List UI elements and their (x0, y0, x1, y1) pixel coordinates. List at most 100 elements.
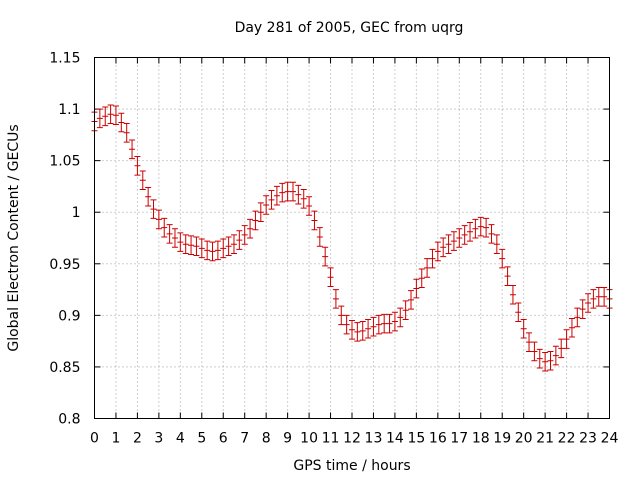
data-point (574, 307, 581, 328)
x-tick-label: 17 (450, 431, 468, 447)
x-tick-label: 12 (343, 431, 361, 447)
data-point (445, 234, 452, 254)
x-tick-label: 15 (407, 431, 425, 447)
data-point (171, 228, 178, 248)
data-point (161, 217, 168, 238)
x-tick-label: 20 (515, 431, 533, 447)
data-point (268, 190, 275, 210)
data-point (134, 156, 141, 176)
data-point (488, 224, 495, 244)
data-point (477, 216, 484, 237)
data-point (300, 189, 307, 209)
data-point (413, 278, 420, 299)
x-tick-label: 0 (90, 431, 99, 447)
data-point (515, 302, 522, 323)
data-point (247, 218, 254, 239)
data-point (504, 266, 511, 286)
data-point (96, 108, 103, 129)
data-point (499, 248, 506, 269)
data-point (585, 293, 592, 313)
y-tick-label: 1.05 (49, 154, 80, 170)
data-point (429, 248, 436, 269)
x-tick-label: 9 (283, 431, 292, 447)
data-point (391, 311, 398, 332)
data-point (107, 104, 114, 125)
grid-lines (94, 57, 610, 419)
data-point (483, 217, 490, 238)
chart-title: Day 281 of 2005, GEC from uqrg (235, 20, 464, 36)
data-point (311, 210, 318, 231)
data-point (601, 287, 608, 307)
data-point (579, 299, 586, 319)
data-point (375, 314, 382, 335)
x-tick-label: 1 (111, 431, 120, 447)
data-point (129, 139, 136, 160)
x-tick-label: 18 (472, 431, 490, 447)
x-tick-label: 21 (536, 431, 554, 447)
data-point (381, 313, 388, 334)
data-points (91, 104, 613, 372)
x-tick-label: 19 (493, 431, 511, 447)
x-tick-label: 2 (133, 431, 142, 447)
x-tick-label: 5 (197, 431, 206, 447)
data-point (509, 284, 516, 305)
data-point (145, 186, 152, 207)
data-point (225, 236, 232, 257)
data-point (332, 289, 339, 309)
x-tick-label: 7 (240, 431, 249, 447)
data-point (434, 241, 441, 262)
data-point (359, 321, 366, 341)
data-point (289, 181, 296, 202)
data-point (595, 287, 602, 307)
data-point (118, 112, 125, 133)
data-point (166, 224, 173, 244)
data-point (279, 182, 286, 203)
data-point (450, 231, 457, 251)
x-tick-label: 22 (558, 431, 576, 447)
data-point (198, 238, 205, 259)
data-point (568, 317, 575, 338)
data-point (424, 258, 431, 278)
data-point (552, 345, 559, 366)
data-point (241, 225, 248, 245)
y-tick-label: 0.95 (49, 257, 80, 273)
y-tick-label: 1.15 (49, 51, 80, 67)
data-point (139, 170, 146, 191)
y-tick-label: 1.1 (58, 102, 80, 118)
data-point (536, 348, 543, 369)
data-point (467, 222, 474, 242)
data-point (408, 290, 415, 310)
x-tick-label: 14 (386, 431, 404, 447)
data-point (188, 235, 195, 256)
data-point (520, 318, 527, 339)
data-point (493, 234, 500, 254)
x-tick-label: 10 (300, 431, 318, 447)
data-point (193, 236, 200, 257)
data-point (461, 225, 468, 245)
plot-frame (94, 57, 610, 419)
data-point (182, 234, 189, 254)
data-point (204, 240, 211, 261)
y-tick-labels: 0.8 0.85 0.9 0.95 1 1.05 1.1 1.15 (49, 51, 80, 428)
data-point (284, 181, 291, 202)
data-point (402, 300, 409, 320)
data-point (155, 209, 162, 230)
data-point (252, 210, 259, 231)
x-tick-label: 8 (262, 431, 271, 447)
x-tick-label: 23 (579, 431, 597, 447)
x-tick-labels: 0 1 2 3 4 5 6 7 8 9 10 11 12 13 14 15 16 17 18 19 20 21 22 23 24 (90, 431, 618, 447)
data-point (112, 105, 119, 126)
data-point (150, 199, 157, 219)
data-point (306, 196, 313, 216)
data-point (440, 237, 447, 258)
x-axis-label: GPS time / hours (293, 458, 410, 474)
data-point (590, 289, 597, 309)
x-tick-label: 3 (154, 431, 163, 447)
x-tick-label: 6 (219, 431, 228, 447)
data-point (365, 318, 372, 339)
data-point (257, 202, 264, 222)
data-point (531, 341, 538, 362)
data-point (418, 268, 425, 289)
y-axis-label: Global Electron Content / GECUs (6, 124, 22, 351)
